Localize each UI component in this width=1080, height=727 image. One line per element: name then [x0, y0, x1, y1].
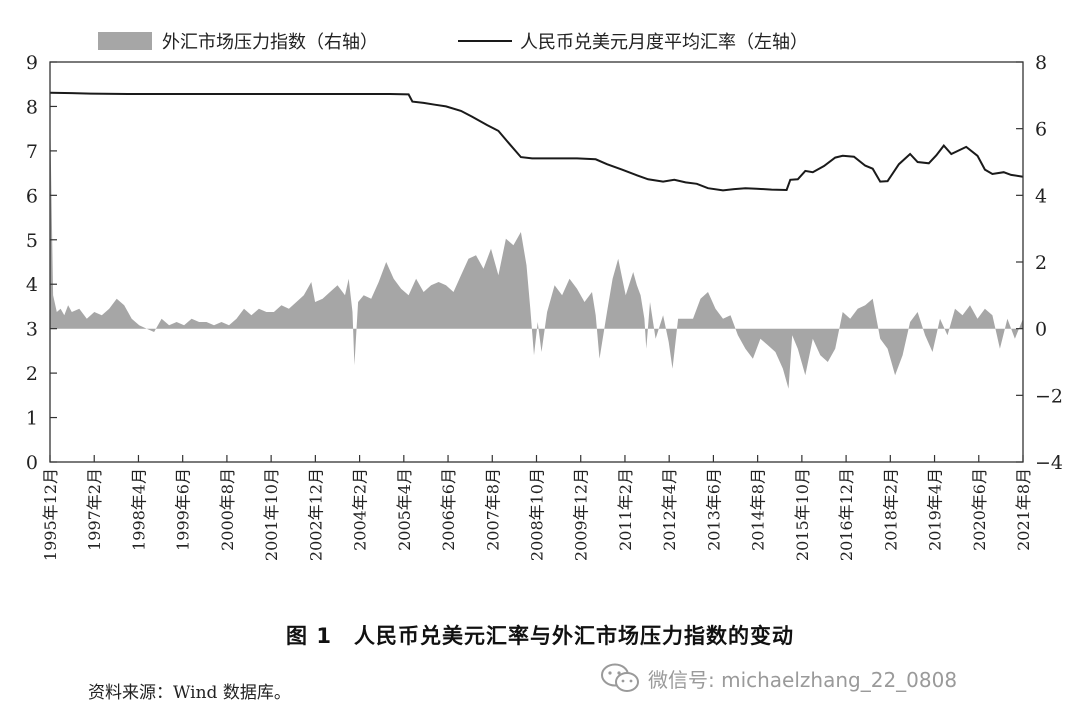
- pressure-index-area: [50, 112, 1023, 389]
- x-tick-label: 1995年12月: [41, 468, 60, 561]
- x-tick-label: 2012年4月: [660, 468, 679, 551]
- x-tick-label: 2004年2月: [351, 468, 370, 551]
- exchange-rate-line: [50, 91, 1024, 192]
- right-y-tick-label: 2: [1035, 252, 1047, 274]
- watermark-text: 微信号: michaelzhang_22_0808: [648, 667, 958, 692]
- x-tick-label: 2011年2月: [616, 468, 635, 551]
- left-y-tick-label: 6: [26, 185, 38, 207]
- right-y-tick-label: 6: [1035, 119, 1047, 141]
- x-tick-label: 2016年12月: [837, 468, 856, 561]
- right-y-tick-label: −2: [1035, 385, 1063, 407]
- watermark: 微信号: michaelzhang_22_0808: [600, 662, 957, 694]
- left-y-tick-label: 1: [26, 408, 38, 430]
- right-y-tick-label: −4: [1035, 452, 1063, 474]
- x-tick-label: 2002年12月: [306, 468, 325, 561]
- legend-area-label: 外汇市场压力指数（右轴）: [162, 32, 378, 53]
- x-tick-label: 2014年8月: [749, 468, 768, 551]
- x-tick-label: 2006年6月: [439, 468, 458, 551]
- plot-frame: [49, 61, 1024, 463]
- right-y-tick-label: 8: [1035, 52, 1047, 74]
- wechat-icon: [601, 663, 639, 692]
- x-tick-label: 2018年2月: [881, 468, 900, 551]
- x-tick-label: 2009年12月: [572, 468, 591, 561]
- left-y-tick-label: 9: [26, 52, 38, 74]
- x-tick-label: 1997年2月: [85, 468, 104, 551]
- data-source-note: 资料来源：Wind 数据库。: [88, 683, 291, 703]
- left-y-tick-label: 3: [26, 319, 38, 341]
- plot-area: 0 1 2 3 4 5 6 7 8 9 −4 −2 0 2 4 6 8 1995年12月 1997年2月 1998年4…: [26, 52, 1063, 561]
- x-tick-label: 2021年8月: [1014, 468, 1033, 551]
- chart: 外汇市场压力指数（右轴） 人民币兑美元月度平均汇率（左轴） 0 1 2 3 4 5 6 7 8 9…: [26, 32, 1063, 561]
- legend: 外汇市场压力指数（右轴） 人民币兑美元月度平均汇率（左轴）: [98, 32, 808, 53]
- legend-area-swatch: [98, 32, 152, 50]
- right-y-tick-label: 4: [1035, 185, 1047, 207]
- left-y-tick-label: 4: [26, 274, 38, 296]
- x-tick-label: 2019年4月: [926, 468, 945, 551]
- x-tick-label: 1999年6月: [174, 468, 193, 551]
- x-tick-label: 2008年10月: [528, 468, 547, 561]
- x-tick-label: 2007年8月: [483, 468, 502, 551]
- left-y-tick-label: 2: [26, 363, 38, 385]
- figure-caption: 图 1 人民币兑美元汇率与外汇市场压力指数的变动: [0, 620, 1080, 650]
- left-y-tick-label: 7: [26, 141, 38, 163]
- x-tick-label: 1998年4月: [129, 468, 148, 551]
- left-y-tick-label: 5: [26, 230, 38, 252]
- figure-number: 图 1: [286, 624, 332, 648]
- left-y-tick-label: 0: [26, 452, 38, 474]
- x-tick-label: 2015年10月: [793, 468, 812, 561]
- x-tick-label: 2005年4月: [395, 468, 414, 551]
- right-y-tick-label: 0: [1035, 319, 1047, 341]
- x-tick-label: 2001年10月: [262, 468, 281, 561]
- legend-line-label: 人民币兑美元月度平均汇率（左轴）: [520, 32, 808, 53]
- x-tick-label: 2013年6月: [704, 468, 723, 551]
- x-tick-label: 2020年6月: [970, 468, 989, 551]
- left-y-tick-label: 8: [26, 96, 38, 118]
- x-tick-label: 2000年8月: [218, 468, 237, 551]
- figure-title: 人民币兑美元汇率与外汇市场压力指数的变动: [353, 624, 794, 648]
